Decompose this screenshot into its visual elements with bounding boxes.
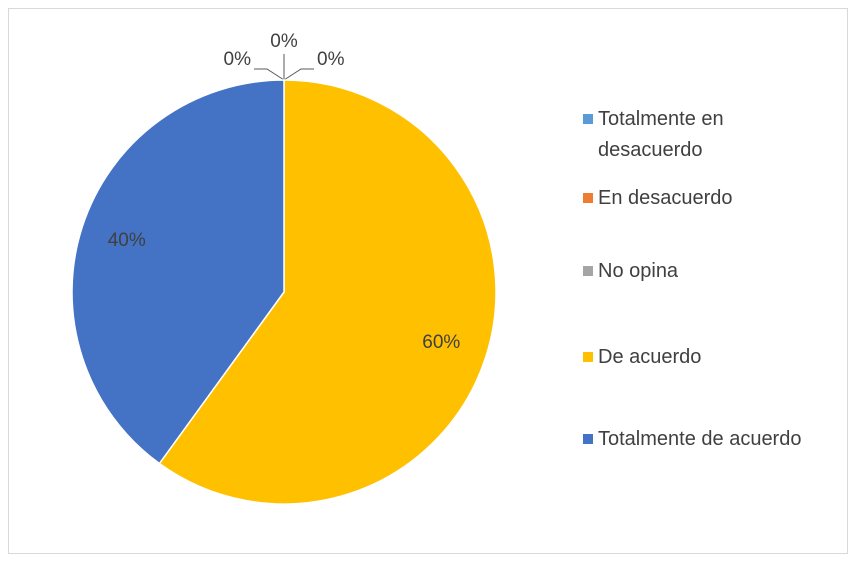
data-label: 0% (224, 49, 252, 70)
chart-frame (8, 8, 848, 554)
legend-label: Totalmente en desacuerdo (598, 108, 724, 161)
legend-item: De acuerdo (583, 342, 701, 373)
pie-slice (158, 79, 497, 505)
legend-swatch (583, 352, 593, 362)
legend-item: Totalmente en desacuerdo (583, 104, 768, 166)
pie-slice (71, 79, 285, 465)
legend-swatch (583, 114, 593, 124)
legend-item: En desacuerdo (583, 183, 733, 214)
data-label: 40% (108, 230, 146, 251)
legend-swatch (583, 193, 593, 203)
legend-label: En desacuerdo (598, 187, 733, 209)
legend-label: No opina (598, 260, 679, 282)
legend-label: De acuerdo (598, 346, 702, 368)
legend-item: Totalmente de acuerdo (583, 424, 801, 455)
leader-line (254, 68, 285, 81)
legend-swatch (583, 434, 593, 444)
data-label: 0% (270, 31, 298, 52)
data-label: 60% (422, 332, 460, 353)
legend-swatch (583, 266, 593, 276)
legend-label: Totalmente de acuerdo (598, 428, 802, 450)
data-label: 0% (317, 49, 345, 70)
legend-item: No opina (583, 256, 678, 287)
leader-line (283, 68, 314, 81)
